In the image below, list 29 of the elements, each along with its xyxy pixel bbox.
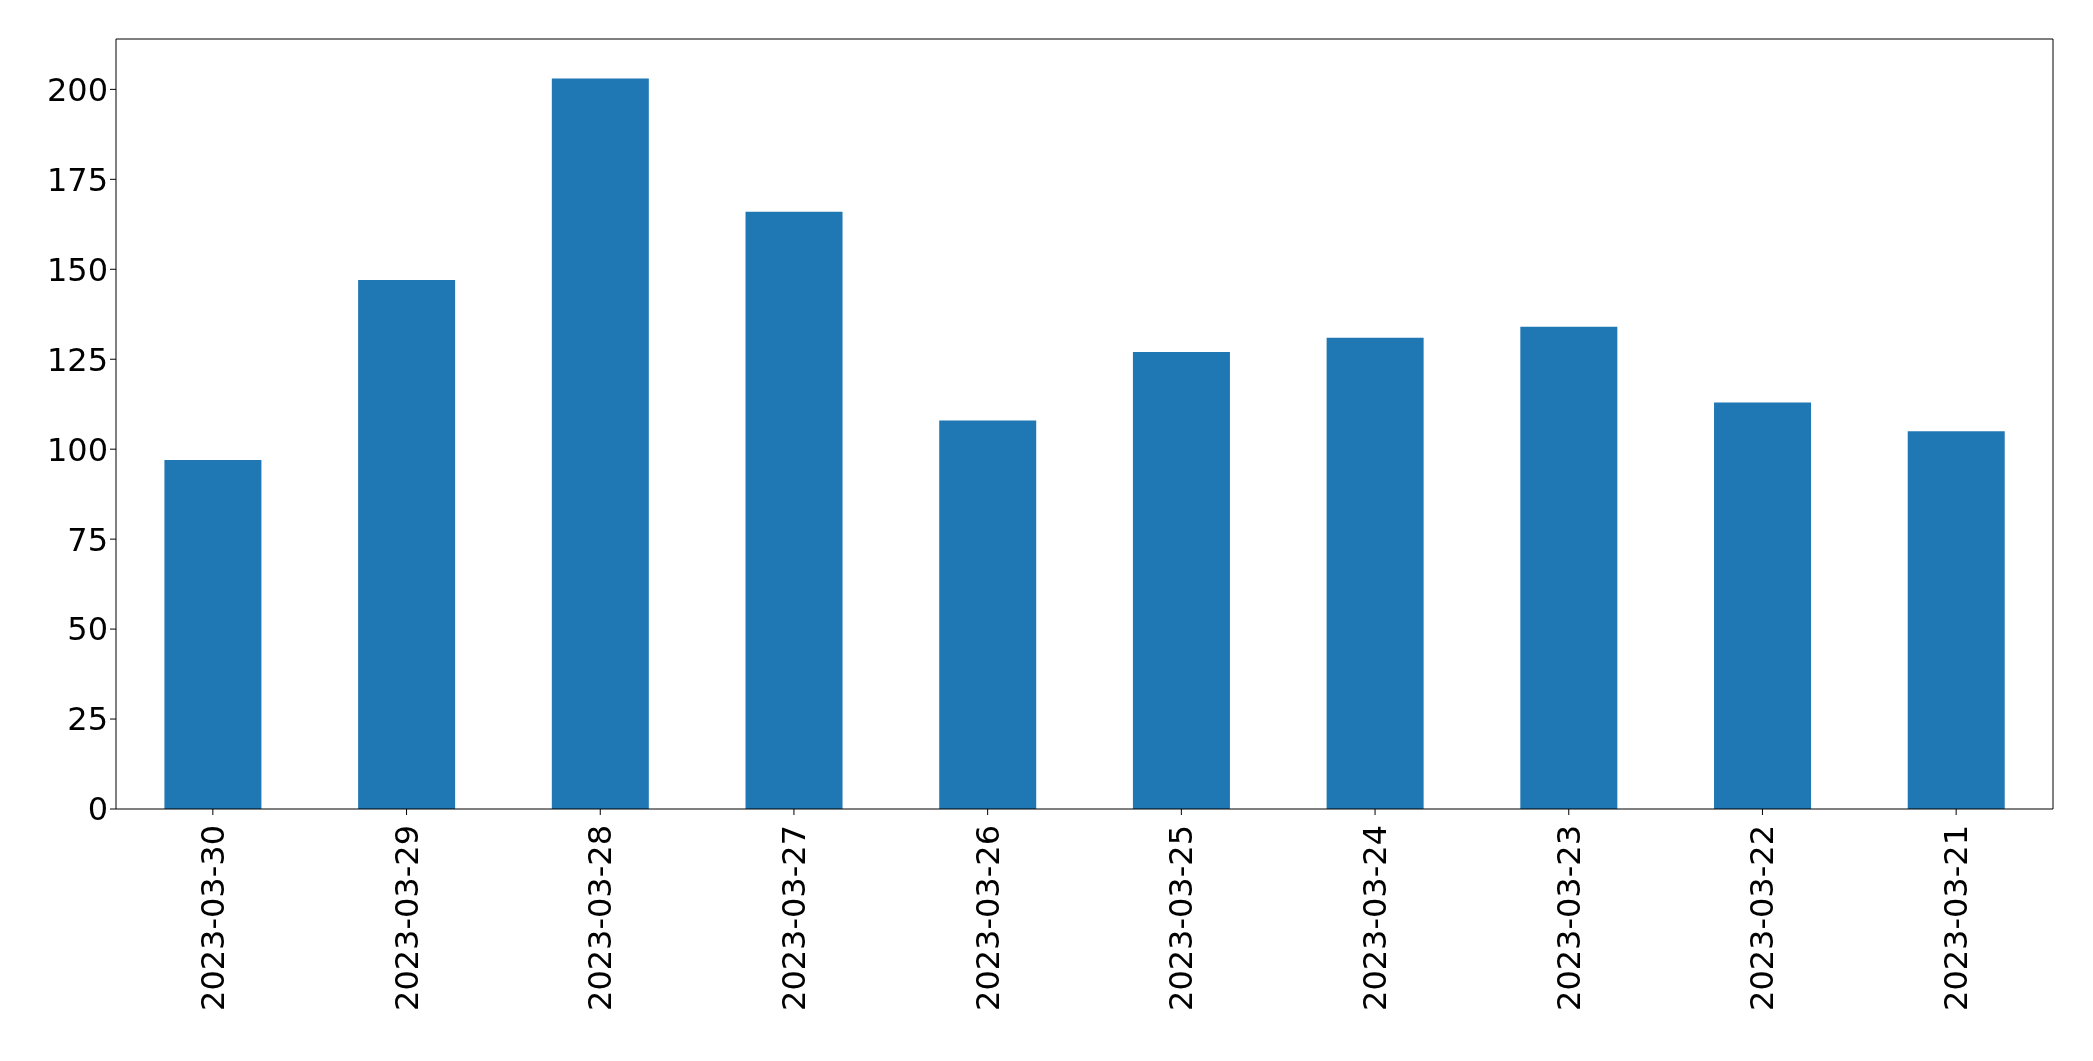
x-tick-label: 2023-03-22 bbox=[1743, 825, 1782, 1011]
bar bbox=[939, 420, 1037, 809]
y-tick-label: 200 bbox=[46, 70, 108, 109]
bar bbox=[358, 280, 456, 809]
y-tick-label: 75 bbox=[67, 520, 108, 559]
x-tick-label: 2023-03-23 bbox=[1549, 825, 1588, 1011]
y-tick-label: 25 bbox=[67, 700, 108, 739]
x-tick-label: 2023-03-29 bbox=[387, 825, 426, 1011]
x-tick-label: 2023-03-21 bbox=[1937, 825, 1976, 1011]
y-tick-label: 50 bbox=[67, 610, 108, 649]
y-tick-label: 150 bbox=[46, 250, 108, 289]
bar bbox=[551, 78, 649, 809]
bar bbox=[1714, 402, 1812, 809]
x-tick-label: 2023-03-27 bbox=[774, 825, 813, 1011]
bar bbox=[1326, 337, 1424, 809]
bar bbox=[1132, 352, 1230, 809]
y-tick-label: 0 bbox=[87, 790, 108, 829]
bar bbox=[1907, 431, 2005, 809]
y-tick-label: 100 bbox=[46, 430, 108, 469]
bar bbox=[1520, 326, 1618, 809]
x-tick-label: 2023-03-26 bbox=[968, 825, 1007, 1011]
x-tick-label: 2023-03-25 bbox=[1162, 825, 1201, 1011]
x-tick-label: 2023-03-30 bbox=[193, 825, 232, 1011]
x-tick-label: 2023-03-28 bbox=[581, 825, 620, 1011]
y-tick-label: 175 bbox=[46, 160, 108, 199]
y-tick-label: 125 bbox=[46, 340, 108, 379]
x-tick-label: 2023-03-24 bbox=[1356, 825, 1395, 1011]
bar bbox=[745, 211, 843, 809]
bar bbox=[164, 459, 262, 809]
